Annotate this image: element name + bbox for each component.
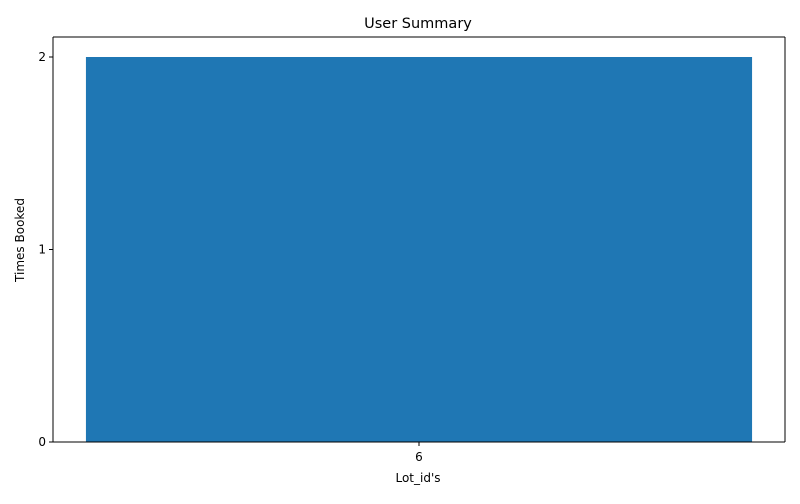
y-axis-ticks: 0 1 2 (38, 50, 53, 449)
y-axis-label: Times Booked (13, 198, 27, 283)
bar-6 (85, 57, 753, 442)
y-tick-label: 0 (38, 435, 46, 449)
chart-title: User Summary (364, 16, 472, 32)
x-axis-label: Lot_id's (395, 471, 440, 485)
x-tick-label: 6 (415, 450, 423, 464)
x-axis-ticks: 6 (415, 442, 423, 464)
y-tick-label: 1 (38, 243, 46, 257)
y-tick-label: 2 (38, 50, 46, 64)
bars-group (85, 57, 753, 442)
